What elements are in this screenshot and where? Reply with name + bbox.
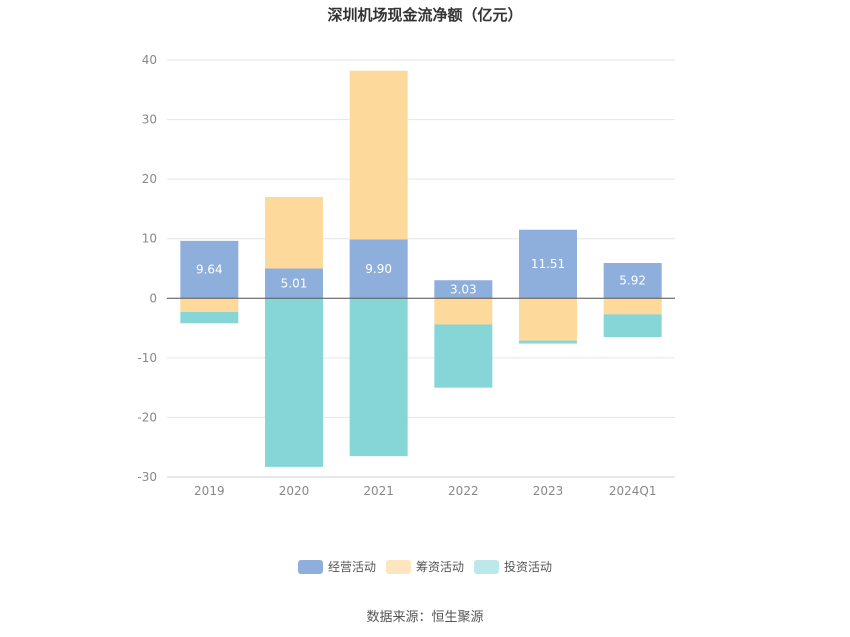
y-tick-label: 20 xyxy=(142,172,157,186)
y-tick-label: -20 xyxy=(137,410,157,424)
y-axis: -30 -20 -10 0 10 20 30 40 xyxy=(137,53,157,484)
y-tick-label: 0 xyxy=(149,291,157,305)
data-label: 5.92 xyxy=(619,274,646,288)
legend-item[interactable]: 经营活动 xyxy=(298,560,376,574)
legend-label: 经营活动 xyxy=(328,560,376,574)
y-tick-label: 30 xyxy=(142,113,157,127)
bar-segment[interactable] xyxy=(180,298,239,312)
y-tick-label: 10 xyxy=(142,232,157,246)
bar-segment[interactable] xyxy=(519,340,577,344)
bar-segment[interactable] xyxy=(519,298,577,341)
bar-segment[interactable] xyxy=(603,298,662,315)
source-note: 数据来源：恒生聚源 xyxy=(366,610,483,625)
legend-label: 筹资活动 xyxy=(416,560,464,574)
bar-segment[interactable] xyxy=(434,298,493,325)
x-tick-label: 2020 xyxy=(279,484,310,498)
bar-segment[interactable] xyxy=(265,298,323,467)
legend-label: 投资活动 xyxy=(504,559,552,574)
data-labels: 9.64 5.01 9.90 3.03 11.51 5.92 xyxy=(196,257,646,296)
bar-segment[interactable] xyxy=(519,229,577,299)
chart-title: 深圳机场现金流净额（亿元） xyxy=(327,6,522,24)
y-tick-label: -10 xyxy=(137,351,157,365)
bar-segment[interactable] xyxy=(434,324,493,388)
x-tick-label: 2024Q1 xyxy=(609,484,657,498)
legend-swatch xyxy=(474,560,499,574)
legend-item[interactable]: 筹资活动 xyxy=(386,560,464,574)
bar-segment[interactable] xyxy=(180,311,239,324)
y-tick-label: 40 xyxy=(142,53,157,67)
legend-item[interactable]: 投资活动 xyxy=(474,559,552,574)
bar-segment[interactable] xyxy=(603,263,662,299)
bar-segment[interactable] xyxy=(434,280,493,299)
data-label: 5.01 xyxy=(281,276,308,290)
legend-swatch xyxy=(386,560,411,574)
data-label: 9.90 xyxy=(365,262,392,276)
legend-swatch xyxy=(298,560,323,574)
y-tick-label: -30 xyxy=(137,470,157,484)
x-tick-label: 2022 xyxy=(448,484,479,498)
legend[interactable]: 经营活动 筹资活动 投资活动 xyxy=(298,559,552,574)
bar-segment[interactable] xyxy=(265,268,323,299)
x-tick-label: 2019 xyxy=(194,484,225,498)
x-tick-label: 2023 xyxy=(533,484,564,498)
x-axis: 2019 2020 2021 2022 2023 2024Q1 xyxy=(167,476,675,498)
bar-segment[interactable] xyxy=(349,298,408,457)
data-label: 11.51 xyxy=(531,257,565,271)
bars xyxy=(180,70,662,467)
gridlines xyxy=(167,59,675,478)
data-label: 9.64 xyxy=(196,263,223,277)
bar-segment[interactable] xyxy=(349,70,408,240)
bar-segment[interactable] xyxy=(349,239,408,299)
x-tick-label: 2021 xyxy=(363,484,394,498)
bar-segment[interactable] xyxy=(265,196,323,269)
bar-segment[interactable] xyxy=(603,314,662,338)
data-label: 3.03 xyxy=(450,282,477,296)
bar-segment[interactable] xyxy=(180,240,239,299)
